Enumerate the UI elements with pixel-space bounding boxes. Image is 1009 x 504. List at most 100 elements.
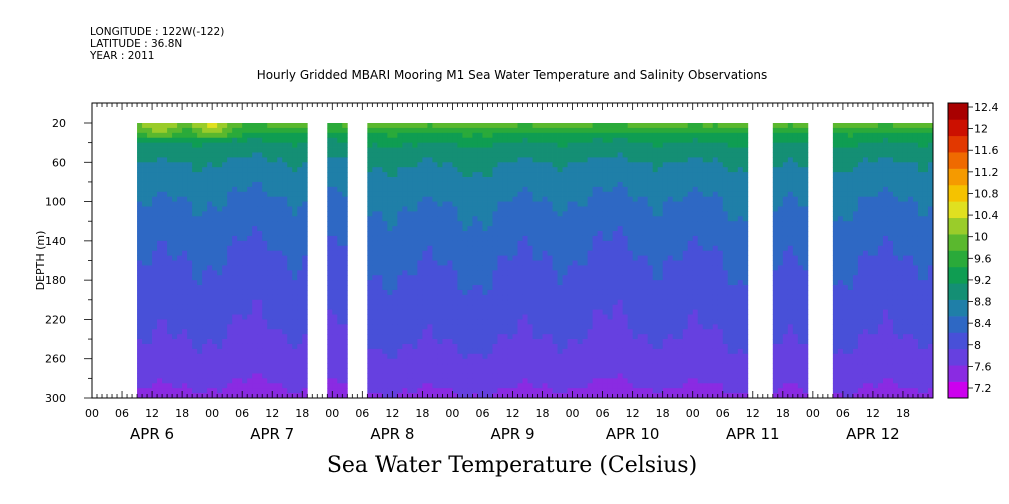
heatmap-cell <box>237 186 243 193</box>
heatmap-cell <box>227 191 233 198</box>
heatmap-cell <box>492 216 498 222</box>
heatmap-cell <box>592 383 599 389</box>
heatmap-cell <box>547 353 553 360</box>
heatmap-cell <box>152 329 158 335</box>
heatmap-cell <box>552 167 558 173</box>
heatmap-cell <box>182 196 188 202</box>
heatmap-cell <box>212 127 218 134</box>
heatmap-cell <box>257 343 263 350</box>
heatmap-cell <box>227 343 233 350</box>
heatmap-cell <box>437 177 443 183</box>
heatmap-cell <box>297 309 303 315</box>
heatmap-cell <box>437 329 443 335</box>
heatmap-cell <box>477 235 483 242</box>
heatmap-cell <box>137 132 143 139</box>
heatmap-cell <box>537 329 543 335</box>
heatmap-cell <box>562 177 568 183</box>
heatmap-cell <box>147 172 153 178</box>
heatmap-cell <box>417 162 423 168</box>
heatmap-cell <box>617 255 624 261</box>
heatmap-cell <box>577 201 583 207</box>
heatmap-cell <box>607 270 614 276</box>
heatmap-cell <box>607 309 614 315</box>
heatmap-cell <box>552 270 558 276</box>
heatmap-cell <box>432 191 438 198</box>
heatmap-cell <box>577 132 583 139</box>
heatmap-cell <box>392 270 398 276</box>
heatmap-cell <box>457 260 463 266</box>
heatmap-cell <box>547 343 553 350</box>
heatmap-cell <box>507 339 513 345</box>
heatmap-cell <box>447 191 453 198</box>
heatmap-cell <box>452 255 458 261</box>
heatmap-cell <box>612 285 619 291</box>
heatmap-cell <box>457 162 463 168</box>
heatmap-cell <box>137 309 143 315</box>
heatmap-cell <box>447 289 453 296</box>
heatmap-cell <box>462 343 468 350</box>
heatmap-cell <box>367 147 373 153</box>
heatmap-cell <box>592 343 599 350</box>
heatmap-cell <box>247 260 253 266</box>
heatmap-cell <box>207 368 213 374</box>
heatmap-cell <box>232 353 238 360</box>
heatmap-cell <box>547 383 553 389</box>
heatmap-cell <box>402 334 408 340</box>
heatmap-cell <box>137 181 143 188</box>
heatmap-cell <box>582 142 588 148</box>
heatmap-cell <box>487 147 493 153</box>
heatmap-cell <box>277 123 283 129</box>
heatmap-cell <box>592 275 599 281</box>
heatmap-cell <box>402 152 408 158</box>
heatmap-cell <box>162 245 168 252</box>
heatmap-cell <box>202 127 208 134</box>
heatmap-cell <box>492 378 498 384</box>
heatmap-cell <box>507 363 513 369</box>
heatmap-cell <box>272 206 278 212</box>
heatmap-cell <box>342 348 348 355</box>
heatmap-cell <box>237 329 243 335</box>
heatmap-cell <box>382 123 388 129</box>
heatmap-cell <box>407 339 413 345</box>
heatmap-cell <box>192 348 198 355</box>
heatmap-cell <box>542 280 548 286</box>
heatmap-cell <box>487 358 493 365</box>
heatmap-cell <box>477 221 483 227</box>
heatmap-cell <box>512 211 518 217</box>
heatmap-cell <box>367 294 373 301</box>
heatmap-cell <box>177 240 183 247</box>
heatmap-cell <box>257 206 263 212</box>
heatmap-cell <box>567 127 573 134</box>
heatmap-cell <box>442 260 448 266</box>
heatmap-cell <box>502 137 508 144</box>
heatmap-cell <box>542 191 548 198</box>
heatmap-cell <box>162 388 168 394</box>
heatmap-cell <box>197 132 203 139</box>
heatmap-cell <box>472 343 478 350</box>
heatmap-cell <box>542 172 548 178</box>
heatmap-cell <box>402 127 408 134</box>
heatmap-cell <box>262 152 268 158</box>
heatmap-cell <box>222 294 228 301</box>
heatmap-cell <box>157 123 163 129</box>
heatmap-cell <box>507 127 513 134</box>
heatmap-cell <box>222 235 228 242</box>
heatmap-cell <box>302 309 308 315</box>
heatmap-cell <box>587 127 593 134</box>
heatmap-cell <box>437 339 443 345</box>
heatmap-cell <box>587 319 593 325</box>
heatmap-cell <box>207 324 213 330</box>
heatmap-cell <box>382 314 388 320</box>
heatmap-cell <box>177 299 183 306</box>
heatmap-cell <box>422 265 428 271</box>
heatmap-cell <box>282 280 288 286</box>
heatmap-cell <box>567 373 573 379</box>
heatmap-cell <box>167 191 173 198</box>
heatmap-cell <box>427 255 433 261</box>
heatmap-cell <box>187 181 193 188</box>
heatmap-cell <box>467 363 473 369</box>
heatmap-cell <box>462 260 468 266</box>
heatmap-cell <box>302 299 308 306</box>
heatmap-cell <box>297 147 303 153</box>
heatmap-cell <box>257 299 263 306</box>
